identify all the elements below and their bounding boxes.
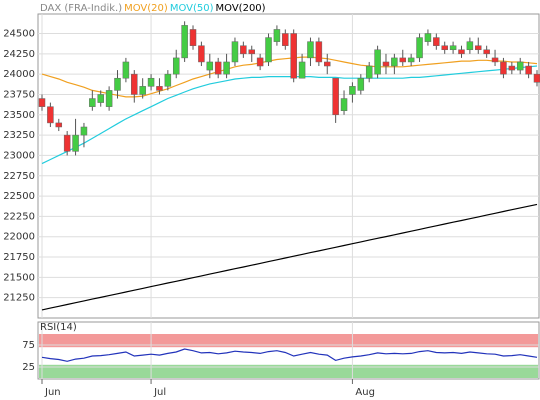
candle-body <box>114 77 121 91</box>
y-tick-label: 21500 <box>3 272 35 283</box>
candle-body <box>63 134 71 152</box>
candle-body <box>122 61 130 79</box>
candle-body <box>181 25 188 59</box>
candle-body <box>206 61 214 71</box>
candle-body <box>365 65 373 79</box>
candle-body <box>307 41 314 59</box>
candle-body <box>38 98 46 107</box>
candle-body <box>89 98 96 107</box>
legend-entry: MOV(200) <box>216 3 266 14</box>
candle-body <box>466 41 474 51</box>
candle-body <box>508 65 516 71</box>
candle-body <box>80 126 88 136</box>
candle-body <box>139 86 146 95</box>
candle-body <box>424 33 432 42</box>
y-tick-label: 22250 <box>3 211 35 222</box>
candle-body <box>55 122 63 128</box>
candle-body <box>47 106 54 124</box>
candle-body <box>458 49 465 55</box>
y-tick-label: 23000 <box>3 150 35 161</box>
y-tick-label: 24250 <box>3 49 35 60</box>
y-tick-label: 25 <box>22 362 35 373</box>
candle-body <box>231 41 239 63</box>
candle-body <box>349 86 356 95</box>
moving-average <box>41 56 538 98</box>
y-tick-label: 21250 <box>3 293 35 304</box>
y-tick-label: 75 <box>22 340 35 351</box>
candle-body <box>357 77 365 91</box>
candle-body <box>298 61 306 79</box>
candle-body <box>483 49 490 55</box>
candle-body <box>256 57 264 67</box>
candle-body <box>475 45 482 51</box>
candle-body <box>72 134 79 152</box>
candle-body <box>399 57 407 63</box>
x-tick-label: Aug <box>355 387 375 398</box>
candle-body <box>516 61 524 71</box>
candle-body <box>156 86 163 91</box>
y-tick-label: 21750 <box>3 252 35 263</box>
candle-body <box>449 45 457 51</box>
x-tick-label: Jun <box>44 387 61 398</box>
candle-body <box>332 77 339 116</box>
x-tick-label: Jul <box>153 387 166 398</box>
candle-body <box>315 41 323 63</box>
candle-body <box>240 45 247 55</box>
rsi-band <box>39 334 538 348</box>
candle-body <box>324 61 331 67</box>
legend-entry: DAX (FRA-Indik.) <box>40 3 122 14</box>
candle-body <box>147 77 155 87</box>
candle-body <box>500 61 507 75</box>
legend: DAX (FRA-Indik.) MOV(20) MOV(50) MOV(200) <box>40 3 266 14</box>
candle-body <box>273 29 281 42</box>
y-tick-label: 23250 <box>3 130 35 141</box>
candle-body <box>441 45 448 51</box>
candle-body <box>416 37 423 59</box>
candle-body <box>172 57 180 75</box>
y-tick-label: 22000 <box>3 232 35 243</box>
y-tick-label: 22750 <box>3 171 35 182</box>
candle-body <box>340 98 348 111</box>
candle-body <box>491 57 499 63</box>
legend-entry: MOV(50) <box>170 3 214 14</box>
legend-entry: MOV(20) <box>124 3 168 14</box>
rsi-band <box>39 364 538 378</box>
moving-average <box>41 65 538 165</box>
price-panel <box>37 13 540 319</box>
rsi-line <box>41 348 538 362</box>
candle-body <box>433 37 440 46</box>
candle-body <box>265 37 272 63</box>
candle-body <box>533 73 540 83</box>
candle-body <box>164 73 172 87</box>
candle-body <box>525 65 532 75</box>
y-tick-label: 24000 <box>3 69 35 80</box>
candle-body <box>382 61 390 67</box>
candle-body <box>97 94 104 103</box>
y-tick-label: 24500 <box>3 29 35 40</box>
candle-body <box>105 90 113 107</box>
candle-body <box>407 57 415 63</box>
rsi-title: RSI(14) <box>40 322 77 333</box>
y-tick-label: 23500 <box>3 110 35 121</box>
candle-body <box>248 49 255 55</box>
candle-body <box>223 61 230 75</box>
candle-body <box>391 57 398 67</box>
y-tick-label: 22500 <box>3 191 35 202</box>
candle-body <box>290 33 297 79</box>
candle-body <box>282 33 289 46</box>
candle-body <box>214 61 222 75</box>
candle-body <box>131 73 138 95</box>
candle-body <box>189 29 197 46</box>
candle-body <box>198 45 205 63</box>
y-tick-label: 23750 <box>3 89 35 100</box>
candle-body <box>374 49 381 75</box>
moving-average <box>41 203 538 311</box>
